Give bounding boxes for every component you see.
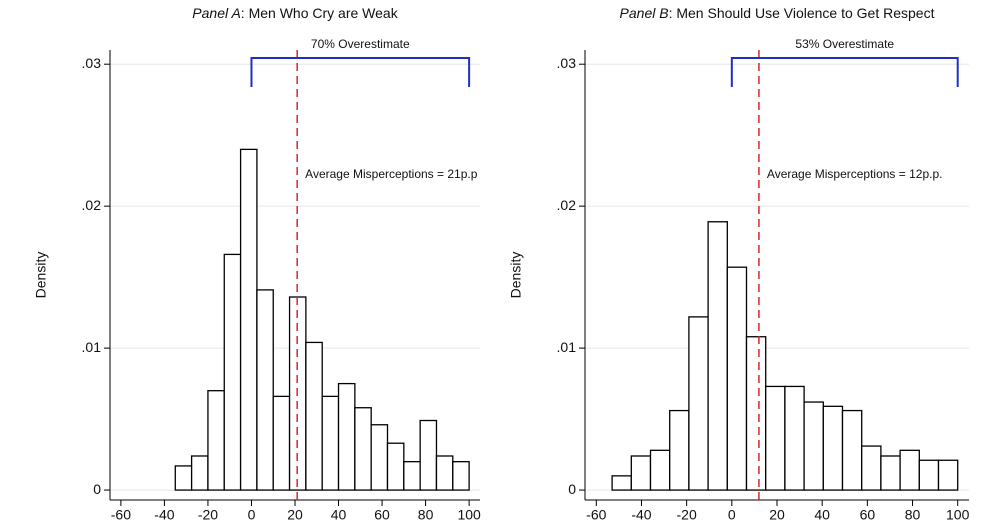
bar xyxy=(174,465,193,491)
bar xyxy=(899,449,920,491)
bar xyxy=(861,445,882,491)
x-tick-label: 0 xyxy=(248,507,256,523)
x-tick-label: -40 xyxy=(631,507,651,523)
y-tick-label: 0 xyxy=(93,481,101,497)
y-tick-label: .01 xyxy=(82,339,102,355)
x-tick-label: 80 xyxy=(905,507,921,523)
bar xyxy=(611,475,632,491)
bar xyxy=(403,461,421,491)
bar xyxy=(452,461,470,491)
bar xyxy=(370,424,389,491)
x-tick-label: 20 xyxy=(769,507,785,523)
bar xyxy=(841,409,863,491)
bar xyxy=(630,455,652,491)
x-tick-label: 40 xyxy=(331,507,347,523)
bar xyxy=(726,266,748,491)
y-tick-label: .02 xyxy=(82,197,102,213)
title-part: Panel B xyxy=(620,5,669,21)
bar xyxy=(272,395,291,491)
panel-title: Panel B: Men Should Use Violence to Get … xyxy=(620,5,935,21)
x-tick-label: 100 xyxy=(457,507,481,523)
bar xyxy=(649,449,671,491)
bracket xyxy=(730,57,959,87)
y-tick-label: .02 xyxy=(557,197,577,213)
bracket-label: 53% Overestimate xyxy=(795,37,894,51)
bar xyxy=(239,148,258,491)
x-tick-label: 80 xyxy=(418,507,434,523)
x-tick-label: 40 xyxy=(814,507,830,523)
bar xyxy=(707,221,728,491)
y-tick-label: 0 xyxy=(568,481,576,497)
bar xyxy=(765,385,786,491)
x-tick-label: -60 xyxy=(586,507,606,523)
mean-label: Average Misperceptions = 12p.p. xyxy=(767,167,943,181)
bar xyxy=(223,253,242,491)
bracket-label: 70% Overestimate xyxy=(311,37,410,51)
bar xyxy=(386,442,405,491)
mean-label: Average Misperceptions = 21p.p xyxy=(305,167,478,181)
title-part: Panel A xyxy=(192,5,241,21)
title-part: : Men Who Cry are Weak xyxy=(241,5,399,21)
bar xyxy=(784,385,805,491)
x-tick-label: -60 xyxy=(111,507,131,523)
bar xyxy=(435,455,454,491)
bar xyxy=(207,390,225,491)
bar xyxy=(321,395,340,491)
panel-title: Panel A: Men Who Cry are Weak xyxy=(192,5,398,21)
bar xyxy=(256,289,274,491)
x-tick-label: 0 xyxy=(728,507,736,523)
x-tick-label: -20 xyxy=(198,507,218,523)
bar xyxy=(669,409,690,491)
y-tick-label: .03 xyxy=(82,55,102,71)
bar xyxy=(803,401,824,491)
bracket xyxy=(250,57,471,87)
x-tick-label: 60 xyxy=(374,507,390,523)
bar xyxy=(419,419,438,491)
bar xyxy=(190,455,209,491)
bar xyxy=(822,405,844,491)
x-tick-label: 60 xyxy=(860,507,876,523)
bar xyxy=(880,455,901,491)
x-tick-label: -20 xyxy=(677,507,697,523)
bar xyxy=(337,382,356,491)
y-tick-label: .03 xyxy=(557,55,577,71)
x-tick-label: 100 xyxy=(946,507,970,523)
bar xyxy=(354,407,372,491)
title-part: : Men Should Use Violence to Get Respect xyxy=(669,5,935,21)
bar xyxy=(745,336,767,491)
bar xyxy=(688,316,709,491)
y-axis-label: Density xyxy=(33,252,49,299)
x-tick-label: -40 xyxy=(154,507,174,523)
bar xyxy=(305,341,323,491)
x-tick-label: 20 xyxy=(287,507,303,523)
bar xyxy=(937,459,959,491)
bar xyxy=(918,459,940,491)
y-axis-label: Density xyxy=(508,252,524,299)
y-tick-label: .01 xyxy=(557,339,577,355)
